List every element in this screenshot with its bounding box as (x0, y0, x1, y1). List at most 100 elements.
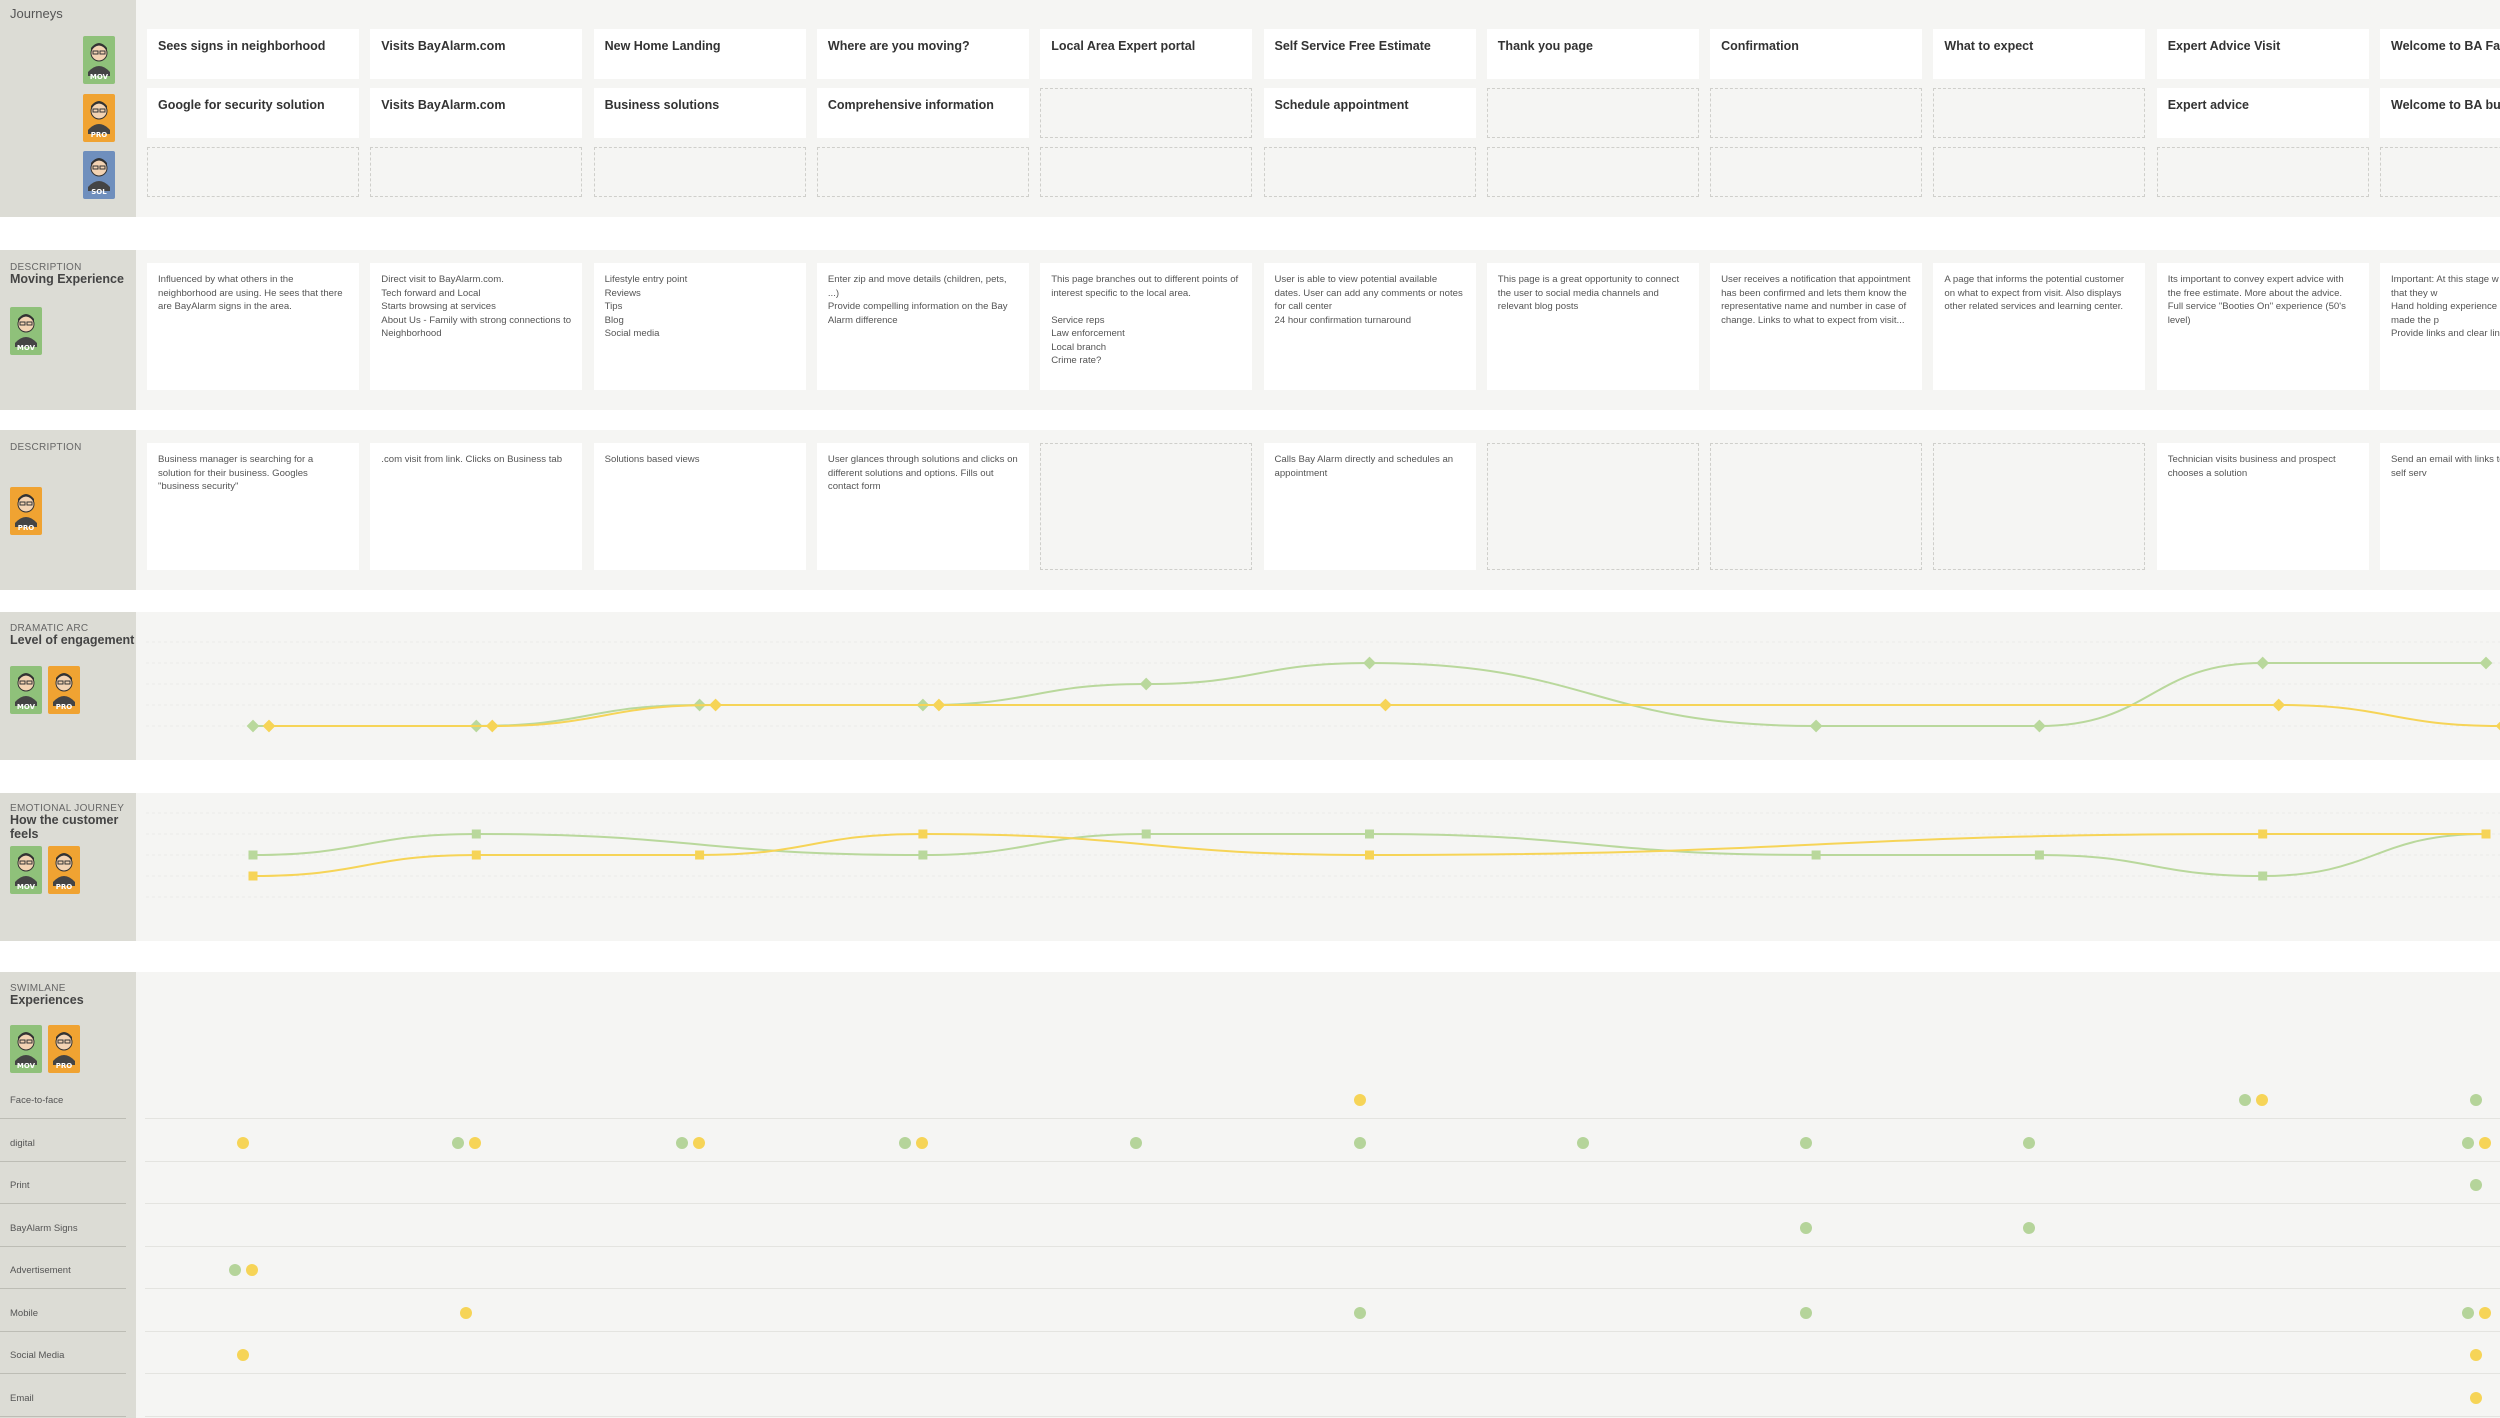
stage-card-mov[interactable]: New Home Landing (593, 29, 806, 79)
person-icon (15, 673, 37, 706)
stage-card-sol (1933, 147, 2146, 197)
swimlane-label: Advertisement (10, 1265, 71, 1276)
moving-section-title: Moving Experience (10, 272, 124, 286)
data-point-pro (471, 850, 481, 860)
data-point-mov (1363, 656, 1376, 670)
persona-tag: PRO (55, 703, 73, 711)
avatar-sol: SOL (83, 151, 115, 199)
data-point-mov (2479, 656, 2493, 670)
person-icon (15, 314, 37, 347)
description-text: .com visit from link. Clicks on Business… (381, 454, 563, 465)
stage-title: Sees signs in neighborhood (158, 39, 326, 53)
pro-description-card: Send an email with links to online that … (2380, 443, 2500, 570)
stage-card-mov[interactable]: Where are you moving? (816, 29, 1029, 79)
touchpoint-dot-pro (246, 1264, 258, 1276)
stage-card-mov[interactable]: Self Service Free Estimate (1263, 29, 1476, 79)
stage-title: Visits BayAlarm.com (381, 39, 506, 53)
stage-card-sol (1263, 147, 1476, 197)
stage-title: Welcome to BA Family Page) (2391, 39, 2500, 53)
touchpoint-dot-pro (1353, 1094, 1366, 1106)
stage-title: Local Area Expert portal (1051, 39, 1196, 53)
touchpoint-dot-pro (915, 1136, 928, 1149)
swimlane-row-line (145, 1203, 2500, 1204)
emotional-section-title: How the customer feels (10, 813, 119, 841)
touchpoint-dot-pro (692, 1136, 705, 1149)
data-point-pro (1365, 850, 1374, 860)
touchpoint-dot-mov (1353, 1136, 1366, 1149)
data-point-mov (471, 829, 481, 839)
stage-card-mov[interactable]: Welcome to BA Family Page) (2380, 29, 2500, 79)
data-point-mov (2034, 850, 2044, 860)
touchpoint-dot-pro (2255, 1094, 2268, 1106)
description-text: Business manager is searching for a solu… (158, 454, 314, 492)
description-text: Enter zip and move details (children, pe… (827, 274, 1008, 326)
stage-title: Expert advice (2167, 98, 2249, 112)
data-point-pro (2272, 698, 2286, 712)
persona-tag: MOV (16, 1062, 36, 1070)
person-icon (88, 158, 110, 191)
person-icon (15, 494, 37, 527)
data-point-pro (695, 850, 705, 860)
avatar-mov: MOV (83, 36, 115, 84)
avatar-mov: MOV (10, 1025, 42, 1073)
description-text: Send an email with links to online that … (2391, 454, 2500, 479)
stage-card-pro (1933, 88, 2146, 138)
touchpoint-dot-pro (2479, 1136, 2491, 1149)
touchpoint-dot-pro (237, 1136, 249, 1149)
touchpoint-dot-mov (2238, 1094, 2251, 1106)
swimlane-label: BayAlarm Signs (10, 1222, 78, 1234)
page-title: Journeys (10, 6, 63, 21)
stage-card-mov[interactable]: Expert Advice Visit (2156, 29, 2369, 79)
series-line-pro (252, 832, 2486, 877)
moving-description-card: Important: At this stage w to the custom… (2380, 263, 2500, 390)
engagement-chart (146, 641, 2500, 733)
stage-card-sol (816, 147, 1029, 197)
data-point-pro (2258, 829, 2268, 839)
series-line-mov (253, 661, 2486, 727)
stage-title: Google for security solution (158, 98, 325, 112)
emotional-chart (146, 812, 2500, 898)
swimlane-row-line (145, 1288, 2500, 1289)
stage-card-mov[interactable]: Sees signs in neighborhood (147, 29, 359, 79)
engagement-section-label: DRAMATIC ARC (10, 623, 89, 634)
swimlane-separator (0, 1373, 126, 1374)
touchpoint-dot-mov (1800, 1306, 1813, 1319)
moving-description-card: Influenced by what others in the neighbo… (147, 263, 359, 390)
avatar-mov: MOV (10, 666, 42, 714)
data-point-mov (2033, 719, 2046, 733)
touchpoint-dot-pro (2470, 1391, 2482, 1404)
swimlane-separator (0, 1288, 126, 1289)
touchpoint-dot-pro (2470, 1349, 2482, 1361)
stage-card-mov[interactable]: What to expect (1933, 29, 2146, 79)
persona-tag: MOV (16, 883, 36, 891)
stage-card-pro[interactable]: Welcome to BA busin (2380, 88, 2500, 138)
stage-card-mov[interactable]: Visits BayAlarm.com (370, 29, 583, 79)
avatar-pro: PRO (83, 94, 115, 142)
moving-description-card: Lifestyle entry point Reviews Tips Blog … (593, 263, 806, 390)
touchpoint-dot-mov (2462, 1306, 2474, 1319)
stage-title: New Home Landing (604, 39, 721, 53)
stage-card-pro[interactable]: Schedule appointment (1263, 88, 1476, 138)
pro-description-card (1710, 443, 1923, 570)
swimlane-row-line (145, 1118, 2500, 1119)
person-icon (53, 1032, 75, 1065)
pro-description-card: Solutions based views (593, 443, 806, 570)
description-text: Technician visits business and prospect … (2167, 454, 2336, 479)
avatar-pro: PRO (48, 666, 80, 714)
stage-card-pro[interactable]: Business solutions (593, 88, 806, 138)
swimlane-section-title: Experiences (10, 993, 84, 1007)
data-point-mov (2256, 656, 2270, 670)
stage-card-mov[interactable]: Thank you page (1486, 29, 1699, 79)
pro-description-card: .com visit from link. Clicks on Business… (370, 443, 583, 570)
stage-title: Visits BayAlarm.com (381, 98, 506, 112)
stage-card-pro[interactable]: Visits BayAlarm.com (370, 88, 583, 138)
moving-description-card: This page branches out to different poin… (1040, 263, 1253, 390)
stage-card-pro[interactable]: Expert advice (2156, 88, 2369, 138)
stage-card-pro[interactable]: Google for security solution (147, 88, 359, 138)
stage-card-mov[interactable]: Local Area Expert portal (1040, 29, 1253, 79)
description-text: Direct visit to BayAlarm.com. Tech forwa… (381, 274, 572, 339)
emotional-section-label: EMOTIONAL JOURNEY (10, 803, 125, 814)
stage-card-pro[interactable]: Comprehensive information (816, 88, 1029, 138)
data-point-mov (1139, 677, 1153, 691)
stage-card-mov[interactable]: Confirmation (1710, 29, 1923, 79)
